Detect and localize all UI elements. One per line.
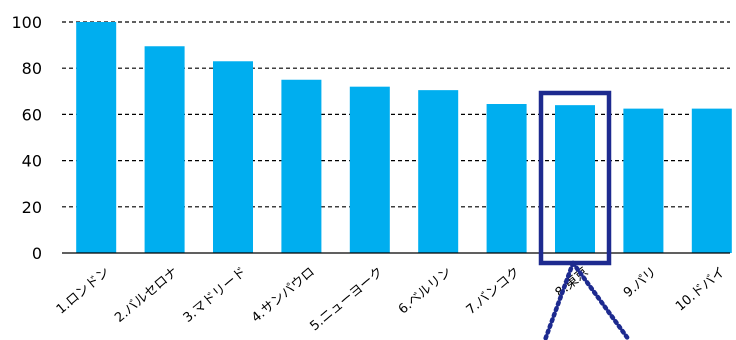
bar-6 [418, 90, 459, 254]
highlight-annotation [538, 90, 632, 340]
bar-2 [144, 46, 185, 253]
bar-4 [281, 79, 322, 253]
category-label-10: 10.ドバイ [673, 265, 728, 315]
y-tick-label-80: 80 [22, 59, 42, 78]
bars [76, 22, 732, 254]
y-axis-ticks: 0 20 40 60 80 100 [11, 13, 42, 263]
grid-lines [62, 21, 730, 208]
category-label-3: 3.マドリード [181, 265, 250, 326]
y-tick-label-0: 0 [32, 244, 42, 263]
y-tick-label-40: 40 [22, 152, 42, 171]
highlight-pointer-line-1 [542, 260, 576, 340]
y-tick-label-20: 20 [22, 198, 42, 217]
category-label-6: 6.ベルリン [396, 265, 455, 318]
bar-8 [555, 105, 595, 253]
category-label-4: 4.サンパウロ [249, 265, 318, 326]
category-label-5: 5.ニューヨーク [307, 265, 386, 335]
bar-5 [349, 86, 390, 254]
y-tick-label-100: 100 [11, 13, 42, 32]
category-label-2: 2.バルセロナ [112, 265, 181, 326]
bar-7 [486, 104, 527, 253]
bar-10 [691, 108, 732, 253]
bar-3 [213, 61, 253, 253]
category-label-1: 1.ロンドン [54, 265, 113, 318]
y-tick-label-60: 60 [22, 105, 42, 124]
category-label-7: 7.バンコク [464, 265, 523, 318]
category-label-9: 9.パリ [621, 265, 660, 301]
bar-1 [76, 22, 117, 253]
bar-9 [623, 108, 664, 253]
highlight-pointer-line-2 [570, 260, 632, 340]
